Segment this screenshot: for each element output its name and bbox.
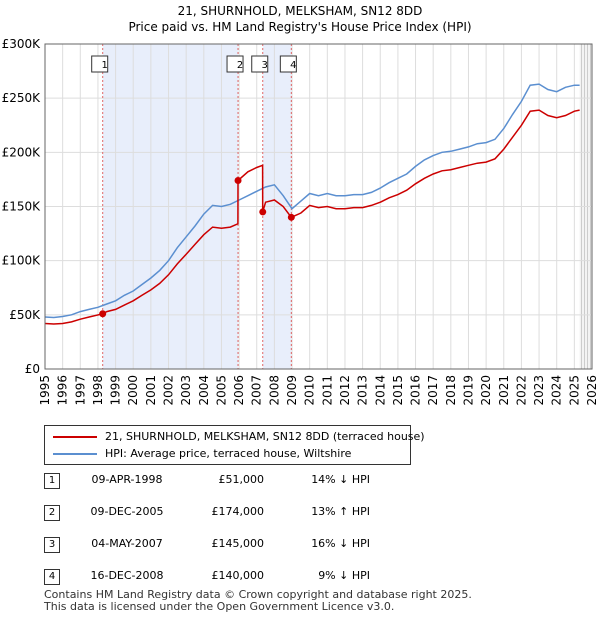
sale-hpi-diff: 13% ↑ HPI xyxy=(284,502,370,522)
plot-area: 1 2 3 4 £0 £50K £100K £150K £200K £250K £300K 1995 1… xyxy=(2,37,599,406)
sale-number-badge: 2 xyxy=(44,505,60,521)
x-tick-label: 2011 xyxy=(320,375,334,406)
x-tick-label: 2026 xyxy=(585,375,599,406)
x-tick-label: 2015 xyxy=(391,375,405,406)
sale-row: 4 16-DEC-2008 £140,000 9% ↓ HPI xyxy=(44,566,464,586)
price-chart: 21, SHURNHOLD, MELKSHAM, SN12 8DD Price … xyxy=(0,0,600,420)
x-tick-label: 2021 xyxy=(497,375,511,406)
y-tick-label: £200K xyxy=(2,145,42,159)
x-tick-label: 2012 xyxy=(338,375,352,406)
sale-number-badge: 4 xyxy=(44,569,60,585)
legend: 21, SHURNHOLD, MELKSHAM, SN12 8DD (terra… xyxy=(44,425,411,465)
x-tick-label: 2002 xyxy=(162,375,176,406)
legend-swatch-property xyxy=(53,436,97,438)
x-tick-label: 2004 xyxy=(197,375,211,406)
x-tick-label: 1997 xyxy=(73,375,87,406)
sale-price: £140,000 xyxy=(194,566,264,586)
x-tick-label: 2016 xyxy=(409,375,423,406)
x-tick-label: 1996 xyxy=(56,375,70,406)
sale-date: 16-DEC-2008 xyxy=(84,566,170,586)
sale-row: 1 09-APR-1998 £51,000 14% ↓ HPI xyxy=(44,470,464,490)
y-tick-label: £0 xyxy=(25,362,40,376)
sale-marker-label-2: 2 xyxy=(237,60,243,71)
sale-date: 09-DEC-2005 xyxy=(84,502,170,522)
x-tick-label: 2013 xyxy=(356,375,370,406)
legend-label-property: 21, SHURNHOLD, MELKSHAM, SN12 8DD (terra… xyxy=(105,428,425,446)
y-tick-label: £50K xyxy=(9,308,41,322)
x-tick-label: 2006 xyxy=(232,375,246,406)
footer-attribution: Contains HM Land Registry data © Crown c… xyxy=(44,589,472,613)
x-tick-label: 2008 xyxy=(267,375,281,406)
sale-hpi-diff: 9% ↓ HPI xyxy=(284,566,370,586)
sale-date: 04-MAY-2007 xyxy=(84,534,170,554)
x-tick-label: 2020 xyxy=(479,375,493,406)
x-tick-label: 1998 xyxy=(91,375,105,406)
x-tick-label: 1999 xyxy=(109,375,123,406)
sale-price: £174,000 xyxy=(194,502,264,522)
y-tick-label: £250K xyxy=(2,91,42,105)
x-tick-label: 2000 xyxy=(126,375,140,406)
x-tick-label: 2018 xyxy=(444,375,458,406)
sale-number-badge: 1 xyxy=(44,473,60,489)
sale-marker-label-1: 1 xyxy=(102,60,108,71)
x-tick-label: 2019 xyxy=(461,375,475,406)
sale-marker-label-4: 4 xyxy=(290,60,296,71)
sale-point-4 xyxy=(288,214,295,221)
sale-marker-label-3: 3 xyxy=(262,60,268,71)
x-tick-label: 2010 xyxy=(303,375,317,406)
legend-swatch-hpi xyxy=(53,453,97,455)
x-tick-label: 2014 xyxy=(373,375,387,406)
sale-number-badge: 3 xyxy=(44,537,60,553)
x-tick-label: 2007 xyxy=(250,375,264,406)
x-tick-label: 1995 xyxy=(38,375,52,406)
y-tick-label: £300K xyxy=(2,37,42,51)
chart-title: 21, SHURNHOLD, MELKSHAM, SN12 8DD xyxy=(178,4,423,18)
x-tick-label: 2017 xyxy=(426,375,440,406)
x-tick-label: 2023 xyxy=(532,375,546,406)
legend-label-hpi: HPI: Average price, terraced house, Wilt… xyxy=(105,445,351,463)
sale-point-2 xyxy=(235,177,242,184)
sale-point-1 xyxy=(99,310,106,317)
sale-row: 2 09-DEC-2005 £174,000 13% ↑ HPI xyxy=(44,502,464,522)
x-tick-label: 2022 xyxy=(514,375,528,406)
x-tick-label: 2005 xyxy=(214,375,228,406)
sale-price: £145,000 xyxy=(194,534,264,554)
x-tick-label: 2009 xyxy=(285,375,299,406)
sale-hpi-diff: 16% ↓ HPI xyxy=(284,534,370,554)
sale-hpi-diff: 14% ↓ HPI xyxy=(284,470,370,490)
sale-date: 09-APR-1998 xyxy=(84,470,170,490)
sale-point-3 xyxy=(259,208,266,215)
y-tick-label: £150K xyxy=(2,200,42,214)
sale-price: £51,000 xyxy=(194,470,264,490)
y-tick-label: £100K xyxy=(2,254,42,268)
x-tick-label: 2024 xyxy=(550,375,564,406)
x-tick-label: 2001 xyxy=(144,375,158,406)
chart-subtitle: Price paid vs. HM Land Registry's House … xyxy=(128,20,471,34)
x-tick-label: 2003 xyxy=(179,375,193,406)
sale-row: 3 04-MAY-2007 £145,000 16% ↓ HPI xyxy=(44,534,464,554)
footer-line-licence: This data is licensed under the Open Gov… xyxy=(44,601,472,613)
x-tick-label: 2025 xyxy=(567,375,581,406)
